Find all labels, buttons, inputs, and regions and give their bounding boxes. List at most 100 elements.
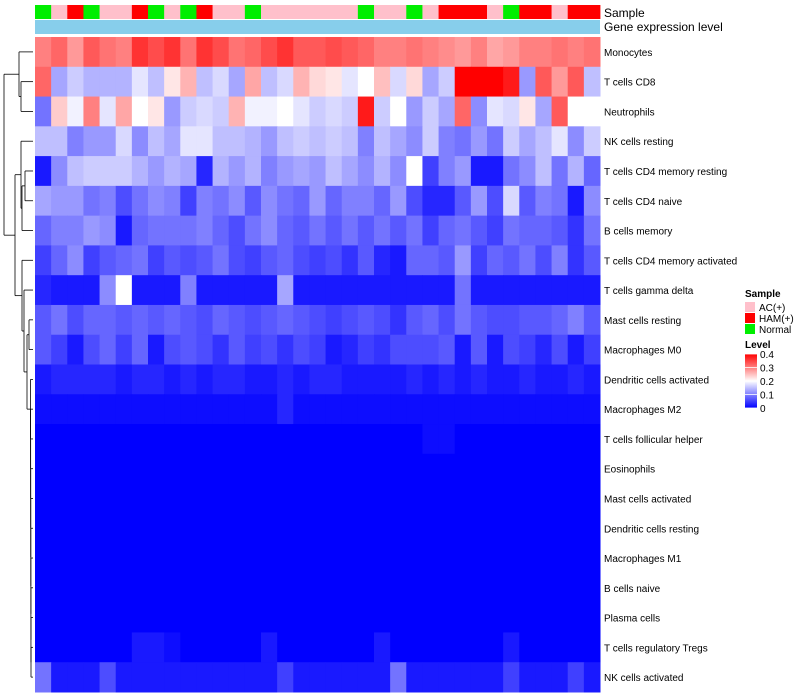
heatmap-cell	[180, 602, 197, 633]
heatmap-cell	[519, 37, 536, 68]
heatmap-cell	[293, 602, 310, 633]
heatmap-cell	[35, 156, 52, 187]
heatmap-cell	[293, 572, 310, 604]
heatmap-cell	[164, 156, 181, 187]
heatmap-cell	[293, 364, 310, 395]
heatmap-cell	[261, 215, 278, 246]
heatmap-cell	[212, 543, 230, 574]
heatmap-cell	[212, 572, 230, 604]
heatmap-cell	[454, 424, 472, 455]
heatmap-cell	[83, 453, 101, 485]
heatmap-cell	[212, 37, 230, 68]
heatmap-cell	[503, 304, 520, 336]
heatmap-cell	[325, 483, 343, 514]
sample-annotation-cell	[212, 5, 230, 19]
heatmap-cell	[244, 96, 262, 127]
heatmap-cell	[341, 602, 359, 633]
heatmap-cell	[83, 424, 101, 455]
heatmap-cell	[503, 37, 520, 68]
heatmap-cell	[325, 334, 343, 365]
heatmap-cell	[325, 185, 343, 217]
heatmap-cell	[293, 304, 310, 336]
heatmap-cell	[51, 37, 68, 68]
heatmap-cell	[551, 37, 569, 68]
heatmap-cell	[535, 304, 553, 336]
heatmap-cell	[196, 245, 214, 276]
heatmap-cell	[99, 394, 117, 425]
heatmap-cell	[470, 602, 488, 633]
heatmap-cell	[406, 66, 423, 98]
heatmap-cell	[99, 602, 117, 633]
sample-annotation-cell	[503, 5, 520, 19]
heatmap-cell	[470, 394, 488, 425]
heatmap-cell	[357, 572, 375, 604]
heatmap-cell	[390, 185, 407, 217]
heatmap-cell	[406, 602, 423, 633]
heatmap-cell	[164, 185, 181, 217]
heatmap-cell	[567, 156, 585, 187]
heatmap-cell	[99, 275, 117, 306]
legend-level-title: Level	[745, 340, 771, 351]
heatmap-cell	[196, 662, 214, 693]
heatmap-cell	[196, 96, 214, 127]
legend-sample-title: Sample	[745, 289, 781, 300]
heatmap-cell	[374, 245, 391, 276]
heatmap-cell	[309, 245, 327, 276]
heatmap-cell	[228, 245, 246, 276]
heatmap-cell	[390, 453, 407, 485]
heatmap-cell	[422, 275, 440, 306]
heatmap-cell	[148, 453, 165, 485]
heatmap-cell	[115, 37, 133, 68]
heatmap-cell	[277, 513, 294, 544]
heatmap-cell	[164, 245, 181, 276]
heatmap-cell	[390, 483, 407, 514]
heatmap-cell	[261, 304, 278, 336]
heatmap-cell	[196, 304, 214, 336]
heatmap-cell	[148, 543, 165, 574]
heatmap-cell	[164, 513, 181, 544]
heatmap-cell	[454, 334, 472, 365]
heatmap-cell	[374, 275, 391, 306]
heatmap-cell	[503, 424, 520, 455]
heatmap-cell	[487, 66, 504, 98]
heatmap-cell	[35, 304, 52, 336]
heatmap-cell	[438, 215, 456, 246]
heatmap-cell	[309, 304, 327, 336]
heatmap-cell	[406, 245, 423, 276]
heatmap-cell	[115, 632, 133, 663]
heatmap-cell	[309, 632, 327, 663]
heatmap-cell	[212, 632, 230, 663]
heatmap-cell	[180, 483, 197, 514]
heatmap-cell	[438, 96, 456, 127]
heatmap-cell	[228, 572, 246, 604]
heatmap-cell	[67, 156, 84, 187]
heatmap-cell	[244, 37, 262, 68]
heatmap-cell	[131, 513, 149, 544]
heatmap-cell	[293, 334, 310, 365]
heatmap-cell	[196, 185, 214, 217]
heatmap-cell	[438, 66, 456, 98]
heatmap-cell	[503, 602, 520, 633]
heatmap-cell	[228, 602, 246, 633]
heatmap-cell	[438, 394, 456, 425]
heatmap-cell	[35, 37, 52, 68]
row-label: B cells memory	[604, 227, 672, 238]
heatmap-cell	[390, 632, 407, 663]
heatmap-cell	[567, 424, 585, 455]
heatmap-cell	[454, 245, 472, 276]
heatmap-cell	[51, 453, 68, 485]
heatmap-cell	[357, 304, 375, 336]
heatmap-cell	[390, 37, 407, 68]
heatmap-cell	[115, 185, 133, 217]
heatmap-cell	[148, 126, 165, 157]
heatmap-cell	[99, 245, 117, 276]
heatmap-cell	[438, 304, 456, 336]
heatmap-cell	[309, 483, 327, 514]
heatmap-cell	[131, 37, 149, 68]
heatmap-cell	[567, 215, 585, 246]
heatmap-cell	[148, 156, 165, 187]
heatmap-cell	[503, 185, 520, 217]
heatmap-cell	[131, 156, 149, 187]
row-label: NK cells activated	[604, 673, 683, 684]
heatmap-cell	[131, 632, 149, 663]
